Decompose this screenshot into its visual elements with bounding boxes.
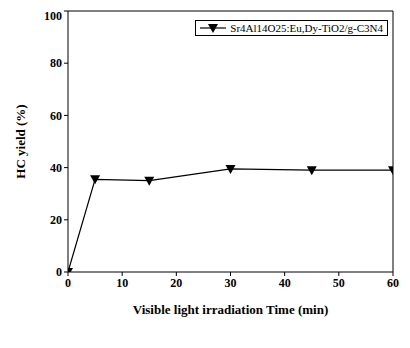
svg-text:40: 40	[50, 161, 62, 175]
html-text:Sr4Al14O25:Eu,Dy-TiO2/g-C3N4: Sr4Al14O25:Eu,Dy-TiO2/g-C3N4	[230, 22, 383, 34]
svg-text:20: 20	[170, 276, 182, 290]
svg-text:0: 0	[56, 265, 62, 279]
svg-text:10: 10	[116, 276, 128, 290]
svg-text:100: 100	[44, 9, 62, 23]
svg-text:80: 80	[50, 56, 62, 70]
svg-text:Visible light irradiation Time: Visible light irradiation Time (min)	[133, 302, 329, 317]
svg-text:20: 20	[50, 213, 62, 227]
svg-text:0: 0	[65, 276, 71, 290]
svg-text:60: 60	[387, 276, 399, 290]
svg-text:HC yield (%): HC yield (%)	[13, 104, 28, 178]
svg-text:30: 30	[225, 276, 237, 290]
svg-text:40: 40	[279, 276, 291, 290]
svg-text:50: 50	[333, 276, 345, 290]
svg-text:60: 60	[50, 109, 62, 123]
